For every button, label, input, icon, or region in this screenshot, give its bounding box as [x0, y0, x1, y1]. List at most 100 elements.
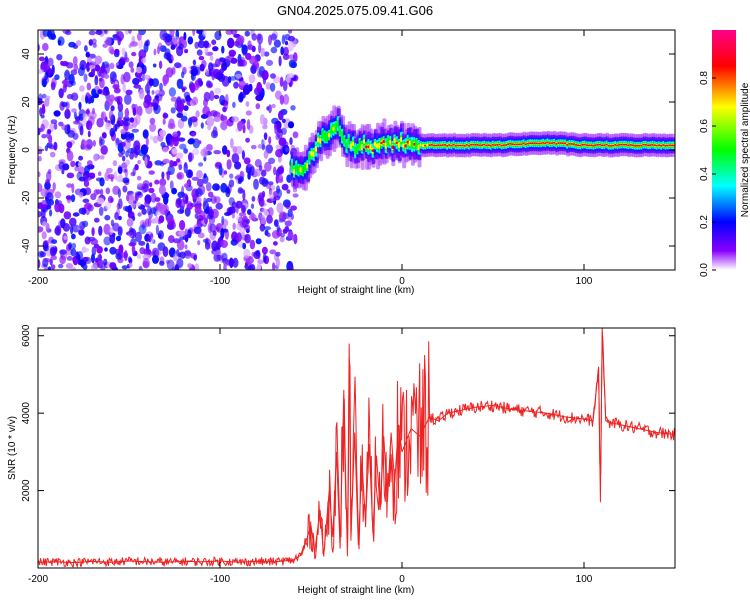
noise-cell: [282, 94, 290, 105]
noise-cell: [116, 120, 121, 128]
noise-cell: [96, 117, 104, 128]
noise-cell: [178, 43, 184, 50]
noise-cell: [78, 155, 84, 161]
noise-cell: [179, 236, 185, 241]
noise-cell: [189, 82, 196, 94]
noise-cell: [235, 200, 243, 209]
noise-cell: [54, 191, 62, 199]
noise-cell: [292, 131, 299, 139]
noise-cell: [266, 232, 271, 238]
snr-series-line: [38, 328, 675, 564]
x-tick: -200: [28, 30, 48, 287]
noise-cell: [282, 141, 289, 147]
noise-cell: [83, 203, 92, 210]
noise-cell: [110, 219, 115, 227]
noise-cell: [224, 212, 231, 216]
noise-cell: [211, 240, 218, 252]
noise-cell: [39, 107, 43, 117]
noise-cell: [184, 228, 188, 239]
noise-cell: [105, 36, 112, 46]
noise-cell: [176, 101, 185, 112]
noise-cell: [196, 49, 203, 56]
noise-cell: [74, 166, 79, 172]
noise-cell: [203, 173, 207, 179]
noise-cell: [54, 225, 62, 236]
colorbar-tick: 0.2: [699, 215, 716, 229]
noise-cell: [50, 264, 56, 270]
noise-cell: [241, 219, 249, 228]
noise-cell: [264, 226, 271, 231]
noise-cell: [138, 240, 146, 246]
noise-cell: [154, 179, 160, 185]
y-tick: 40: [21, 48, 675, 60]
noise-cell: [229, 173, 234, 179]
noise-cell: [93, 153, 99, 162]
noise-cell: [101, 132, 107, 139]
noise-cell: [219, 121, 227, 130]
noise-cell: [159, 82, 163, 92]
noise-cell: [152, 63, 157, 68]
noise-cell: [131, 128, 139, 133]
noise-cell: [109, 262, 117, 270]
noise-cell: [109, 246, 117, 255]
noise-cell: [105, 89, 110, 101]
noise-cell: [168, 58, 173, 64]
noise-cell: [38, 182, 43, 193]
noise-cell: [103, 223, 111, 235]
noise-cell: [41, 103, 46, 115]
noise-cell: [46, 198, 55, 206]
noise-cell: [177, 137, 186, 142]
noise-cell: [198, 162, 204, 167]
noise-cell: [236, 120, 245, 129]
noise-cell: [65, 62, 74, 69]
noise-cell: [212, 183, 220, 191]
noise-cell: [144, 200, 150, 208]
noise-cell: [172, 161, 178, 167]
noise-cell: [284, 220, 292, 227]
noise-cell: [160, 141, 166, 148]
noise-cell: [149, 123, 157, 132]
noise-cells: [38, 30, 299, 270]
noise-cell: [186, 201, 193, 211]
noise-cell: [251, 196, 256, 202]
noise-cell: [244, 233, 251, 244]
noise-cell: [248, 74, 256, 84]
noise-cell: [229, 257, 234, 269]
noise-cell: [207, 83, 213, 88]
noise-cell: [138, 88, 145, 100]
noise-cell: [132, 77, 140, 85]
noise-cell: [185, 169, 194, 179]
noise-cell: [43, 62, 49, 71]
noise-cell: [249, 239, 256, 250]
noise-cell: [278, 55, 282, 67]
noise-cell: [117, 257, 124, 264]
noise-cell: [273, 219, 279, 227]
noise-cell: [88, 30, 96, 36]
noise-cell: [165, 67, 174, 78]
noise-cell: [208, 206, 213, 217]
noise-cell: [137, 159, 141, 165]
noise-cell: [177, 209, 185, 215]
noise-cell: [251, 144, 257, 150]
noise-cell: [249, 264, 256, 270]
noise-cell: [158, 233, 162, 239]
noise-cell: [159, 178, 167, 187]
noise-cell: [125, 134, 132, 143]
noise-cell: [103, 30, 108, 34]
noise-cell: [54, 201, 61, 213]
noise-cell: [152, 255, 159, 264]
noise-cell: [46, 192, 54, 201]
noise-cell: [130, 41, 138, 47]
noise-cell: [203, 40, 210, 49]
noise-cell: [253, 168, 262, 177]
noise-cell: [242, 242, 247, 250]
noise-cell: [188, 152, 194, 162]
noise-cell: [187, 263, 193, 269]
noise-cell: [45, 222, 50, 232]
noise-cell: [66, 195, 72, 201]
noise-cell: [127, 256, 132, 263]
noise-cell: [231, 153, 240, 164]
x-tick: 100: [576, 328, 593, 585]
noise-cell: [144, 218, 150, 228]
